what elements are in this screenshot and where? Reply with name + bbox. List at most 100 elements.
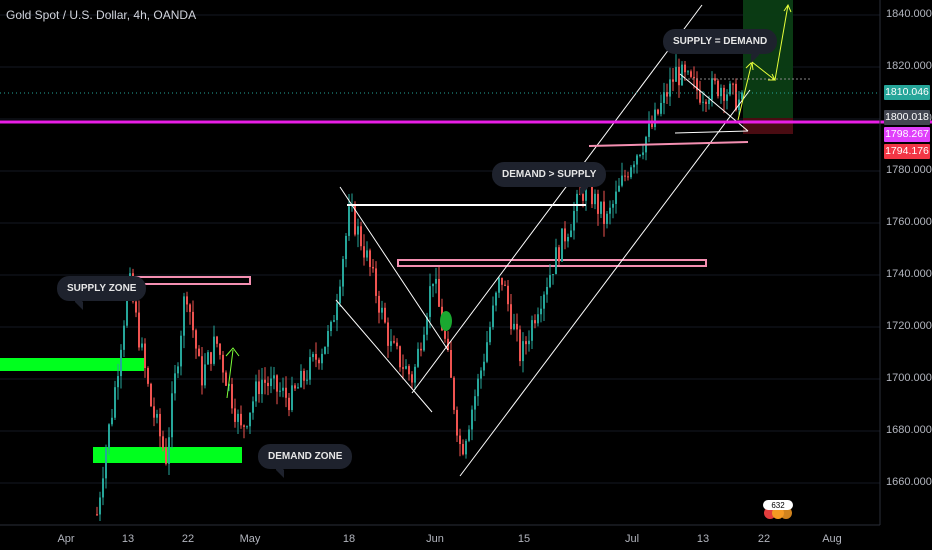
- candle-up: [120, 349, 122, 377]
- candle-down: [693, 76, 695, 79]
- candle-down: [402, 367, 404, 369]
- candle-down: [150, 383, 152, 407]
- candle-down: [657, 109, 659, 114]
- candle-up: [639, 154, 641, 156]
- long-stop-box: [743, 118, 793, 134]
- candle-down: [354, 203, 356, 235]
- candle-up: [336, 303, 338, 321]
- candle-down: [369, 250, 371, 267]
- candle-up: [681, 64, 683, 86]
- candle-up: [477, 378, 479, 397]
- candle-down: [219, 343, 221, 355]
- candle-up: [312, 354, 314, 358]
- candle-up: [117, 376, 119, 388]
- candles: [96, 54, 743, 522]
- time-tick: 13: [121, 533, 135, 545]
- candle-up: [495, 292, 497, 306]
- candle-up: [489, 327, 491, 343]
- candle-up: [426, 316, 428, 335]
- candle-up: [156, 413, 158, 418]
- green-zone-lower: [93, 447, 242, 463]
- projection-arrowhead-1: [745, 60, 754, 71]
- candle-up: [183, 296, 185, 336]
- time-tick: Jun: [426, 533, 444, 545]
- candle-down: [210, 352, 212, 364]
- candle-down: [243, 425, 245, 427]
- logo-icon: 632: [763, 500, 793, 519]
- logo-label: 632: [771, 501, 785, 510]
- candle-up: [561, 228, 563, 262]
- candle-up: [348, 206, 350, 236]
- small-arrowhead: [225, 347, 240, 357]
- candle-up: [105, 448, 107, 479]
- candle-down: [444, 330, 446, 339]
- candle-up: [492, 305, 494, 328]
- candle-down: [438, 278, 440, 307]
- price-tick: 1740.000: [886, 268, 932, 280]
- candle-up: [471, 409, 473, 430]
- candle-up: [531, 320, 533, 341]
- candle-up: [567, 236, 569, 242]
- candle-up: [249, 412, 251, 427]
- candle-up: [114, 387, 116, 418]
- candle-up: [102, 478, 104, 498]
- candle-down: [363, 246, 365, 258]
- candle-up: [549, 275, 551, 287]
- candle-down: [705, 101, 707, 104]
- candle-up: [660, 102, 662, 114]
- candle-down: [384, 307, 386, 323]
- price-tick: 1680.000: [886, 424, 932, 436]
- candle-up: [270, 378, 272, 387]
- candle-up: [291, 385, 293, 411]
- candle-up: [468, 429, 470, 441]
- candle-down: [153, 406, 155, 418]
- candle-up: [708, 99, 710, 104]
- candle-up: [615, 191, 617, 204]
- candle-up: [99, 497, 101, 515]
- supply-zone-box: [127, 276, 251, 285]
- candle-up: [279, 390, 281, 392]
- chart-grid: [0, 14, 880, 484]
- candle-up: [729, 83, 731, 95]
- candle-up: [612, 203, 614, 208]
- wedge-line-upper: [339, 186, 449, 351]
- price-tick: 1760.000: [886, 216, 932, 228]
- time-tick: 18: [342, 533, 356, 545]
- candle-up: [606, 213, 608, 224]
- candle-down: [735, 83, 737, 111]
- candle-up: [282, 387, 284, 391]
- candle-up: [141, 343, 143, 348]
- tradingview-logo[interactable]: 632: [760, 498, 796, 520]
- chart-zones: [0, 0, 793, 463]
- candle-down: [408, 366, 410, 375]
- candle-up: [171, 393, 173, 438]
- candle-up: [111, 417, 113, 425]
- candle-up: [324, 346, 326, 354]
- candle-up: [321, 353, 323, 364]
- candle-down: [318, 359, 320, 364]
- time-tick: 22: [757, 533, 771, 545]
- candle-up: [483, 361, 485, 371]
- candle-up: [702, 101, 704, 103]
- candle-up: [429, 286, 431, 317]
- candle-up: [126, 290, 128, 326]
- candle-down: [201, 356, 203, 386]
- candle-up: [204, 364, 206, 386]
- candle-up: [687, 71, 689, 73]
- price-tick: 1700.000: [886, 372, 932, 384]
- candle-down: [525, 341, 527, 345]
- candle-up: [543, 294, 545, 309]
- price-badge: 1794.176: [884, 144, 930, 159]
- candle-down: [162, 436, 164, 448]
- candle-up: [177, 366, 179, 374]
- candle-down: [690, 71, 692, 77]
- candle-up: [366, 250, 368, 258]
- candle-down: [240, 413, 242, 426]
- candle-down: [501, 277, 503, 285]
- candle-down: [732, 83, 734, 85]
- candle-down: [231, 384, 233, 409]
- candle-down: [96, 514, 98, 516]
- candle-down: [516, 323, 518, 330]
- candle-down: [678, 66, 680, 86]
